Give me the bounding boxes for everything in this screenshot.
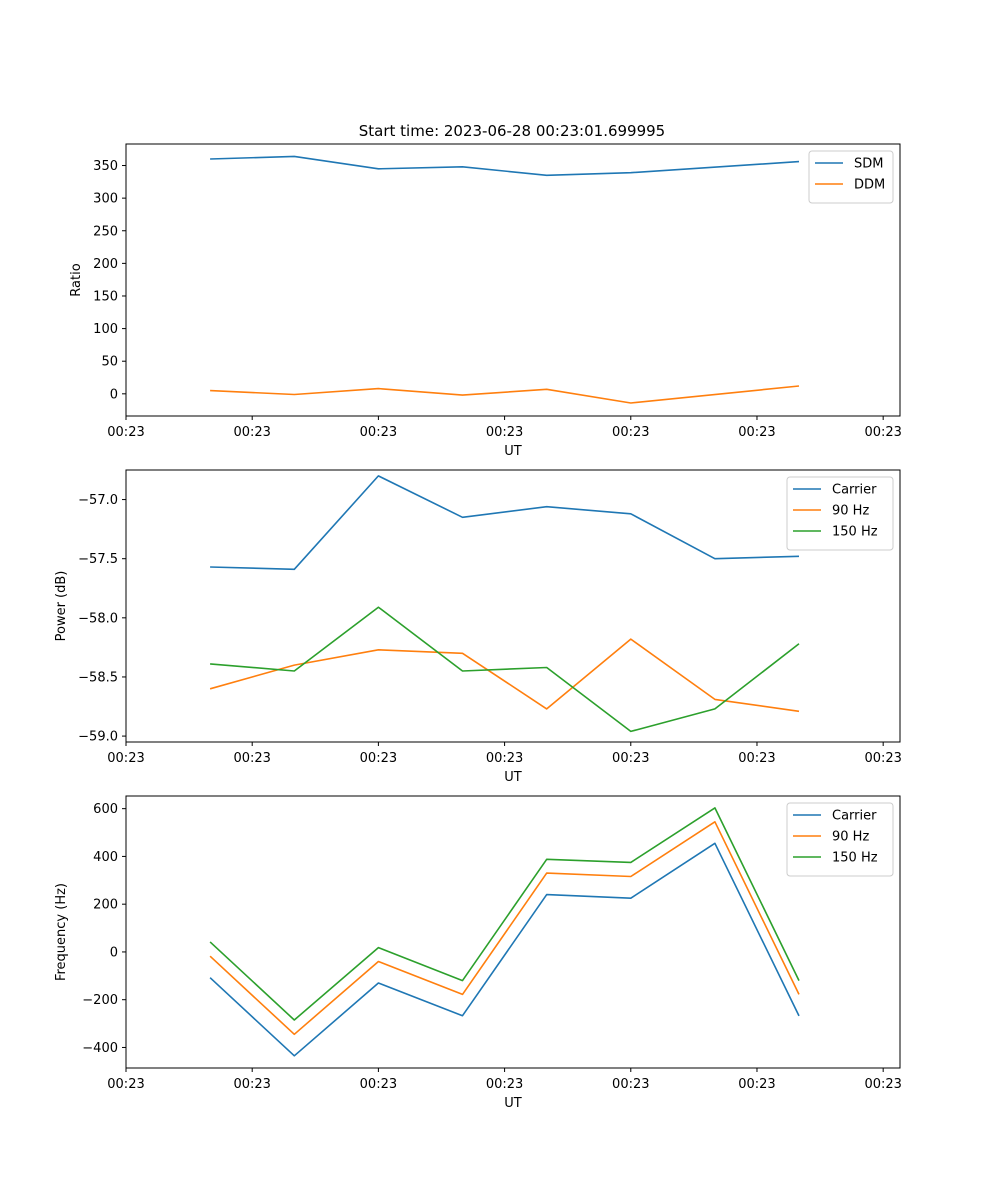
x-tick-label: 00:23	[486, 1077, 523, 1092]
y-tick-label: −57.0	[78, 493, 118, 508]
x-tick-label: 00:23	[107, 425, 144, 440]
x-tick-label: 00:23	[864, 1077, 901, 1092]
x-tick-label: 00:23	[486, 425, 523, 440]
legend-label: 90 Hz	[832, 830, 869, 845]
y-tick-label: −200	[82, 993, 118, 1008]
y-tick-label: −400	[82, 1041, 118, 1056]
y-tick-label: −58.5	[78, 670, 118, 685]
series-line-150-hz	[210, 606, 800, 733]
x-tick-label: 00:23	[864, 425, 901, 440]
y-tick-label: 0	[110, 945, 118, 960]
x-tick-label: 00:23	[486, 751, 523, 766]
legend-label: Carrier	[832, 483, 877, 498]
legend-label: 90 Hz	[832, 504, 869, 519]
x-tick-label: 00:23	[612, 1077, 649, 1092]
y-tick-label: 50	[101, 355, 118, 370]
series-line-90-hz	[209, 638, 800, 713]
y-tick-label: −58.0	[78, 611, 118, 626]
y-tick-label: 350	[93, 159, 118, 174]
x-axis-label: UT	[504, 444, 522, 459]
panel-3: 00:23 00:23 00:23 00:23 00:23 00:23 00:23 −400 −…	[54, 795, 902, 1111]
y-axis-label: Ratio	[69, 263, 84, 296]
legend-box	[808, 150, 894, 204]
y-tick-label: 100	[93, 322, 118, 337]
series-line-90-hz	[209, 820, 800, 1036]
y-tick-label: 400	[93, 850, 118, 865]
y-axis-label: Power (dB)	[54, 571, 69, 642]
plot-frame	[125, 469, 901, 743]
y-tick-label: 200	[93, 898, 118, 913]
series-line-sdm	[210, 155, 800, 177]
x-tick-label: 00:23	[360, 425, 397, 440]
x-tick-label: 00:23	[360, 751, 397, 766]
y-tick-label: 300	[93, 192, 118, 207]
x-tick-label: 00:23	[612, 751, 649, 766]
y-tick-label: −57.5	[78, 552, 118, 567]
x-tick-label: 00:23	[738, 425, 775, 440]
x-tick-label: 00:23	[107, 1077, 144, 1092]
y-tick-label: 150	[93, 289, 118, 304]
series-line-ddm	[210, 385, 800, 404]
y-tick-label: 200	[93, 257, 118, 272]
y-tick-label: 0	[110, 387, 118, 402]
series-line-carrier	[209, 842, 800, 1057]
plot-frame	[125, 143, 901, 417]
y-tick-label: 250	[93, 224, 118, 239]
x-tick-label: 00:23	[233, 425, 270, 440]
x-tick-label: 00:23	[360, 1077, 397, 1092]
legend: SDM DDM	[808, 150, 894, 204]
legend-label: Carrier	[832, 809, 877, 824]
x-tick-label: 00:23	[612, 425, 649, 440]
panel-2: 00:23 00:23 00:23 00:23 00:23 00:23 00:23 −59.0…	[54, 469, 902, 785]
y-tick-label: 600	[93, 802, 118, 817]
x-tick-label: 00:23	[738, 1077, 775, 1092]
legend-label: 150 Hz	[832, 525, 878, 540]
panel-1: 00:23 00:23 00:23 00:23 00:23 00:23 00:23 0 50 10…	[69, 143, 902, 459]
legend-label: 150 Hz	[832, 851, 878, 866]
legend: Carrier 90 Hz 150 Hz	[786, 802, 894, 877]
figure-title: Start time: 2023-06-28 00:23:01.699995	[359, 122, 665, 140]
legend: Carrier 90 Hz 150 Hz	[786, 476, 894, 551]
series-line-150-hz	[209, 807, 800, 1021]
x-tick-label: 00:23	[864, 751, 901, 766]
x-tick-label: 00:23	[233, 1077, 270, 1092]
x-axis-label: UT	[504, 770, 522, 785]
y-axis-label: Frequency (Hz)	[54, 883, 69, 981]
legend-label: DDM	[854, 178, 885, 193]
series-line-carrier	[210, 475, 800, 571]
y-tick-label: −59.0	[78, 730, 118, 745]
x-axis-label: UT	[504, 1096, 522, 1111]
plot-frame	[125, 795, 901, 1069]
x-tick-label: 00:23	[233, 751, 270, 766]
x-tick-label: 00:23	[107, 751, 144, 766]
x-tick-label: 00:23	[738, 751, 775, 766]
legend-label: SDM	[854, 157, 883, 172]
